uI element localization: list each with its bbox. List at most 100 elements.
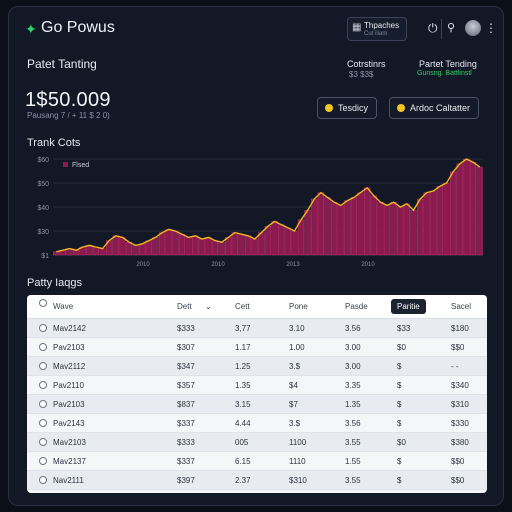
y-tick-label: $50 — [37, 181, 49, 188]
chart-bar — [119, 237, 126, 256]
column-header[interactable]: Wave — [53, 302, 74, 311]
table-cell: Mav2142 — [53, 324, 86, 333]
table-cell: $33 — [397, 324, 411, 333]
table-cell: 3.55 — [345, 476, 361, 485]
action-button[interactable]: Ardoc Caltatter — [389, 97, 480, 119]
table-cell: $0 — [397, 343, 406, 352]
table-row[interactable]: Pav2103 $307 1.17 1.00 3.00 $0 $$0 — [27, 338, 487, 357]
chart-bar — [430, 190, 437, 256]
chart-bar — [218, 241, 225, 256]
row-checkbox[interactable] — [39, 476, 47, 484]
status-dot-icon — [325, 104, 333, 112]
row-checkbox[interactable] — [39, 457, 47, 465]
chart-bar — [370, 195, 377, 256]
chart-bar — [317, 192, 324, 256]
table-cell: $$0 — [451, 476, 465, 485]
chart-bar — [423, 192, 430, 256]
row-checkbox[interactable] — [39, 362, 47, 370]
table-row[interactable]: Pav2103 $837 3.15 $7 1.35 $ $310 — [27, 395, 487, 414]
chart-bar — [264, 225, 272, 256]
column-header[interactable]: Paritie — [391, 299, 426, 314]
logo-icon: ✦ — [25, 21, 37, 37]
data-table: Wave Dett Cett Pone Pasde Paritie Sacel ⌄ Mav21… — [27, 295, 487, 493]
kpi-value-2: Gunsng. Battlinstl — [417, 70, 472, 77]
row-checkbox[interactable] — [39, 324, 47, 332]
more-icon[interactable]: ⋮ — [485, 21, 497, 35]
chart-bar — [271, 221, 278, 256]
chart-bar — [397, 206, 404, 256]
today-button-label: Tesdicy — [338, 103, 369, 113]
chart-bar — [403, 203, 410, 256]
row-checkbox[interactable] — [39, 400, 47, 408]
power-icon[interactable]: ⏻ — [428, 21, 438, 35]
row-checkbox[interactable] — [39, 381, 47, 389]
kpi-value-1: $3 $3$ — [349, 70, 374, 79]
chart-bar — [86, 245, 93, 256]
column-header[interactable]: Pasde — [345, 302, 368, 311]
table-row[interactable]: Nav2111 $397 2.37 $310 3.55 $ $$0 — [27, 471, 487, 490]
table-cell: Pav2103 — [53, 400, 85, 409]
x-tick-label: 2010 — [361, 262, 375, 268]
table-row[interactable]: Mav2103 $333 005 1100 3.55 $0 $380 — [27, 433, 487, 452]
column-header[interactable]: Pone — [289, 302, 308, 311]
y-tick-label: $60 — [37, 157, 49, 164]
chart-bar — [145, 240, 152, 256]
table-cell: 3.15 — [235, 400, 251, 409]
table-cell: $180 — [451, 324, 469, 333]
row-checkbox[interactable] — [39, 419, 47, 427]
table-title: Patty Iaqgs — [27, 277, 83, 289]
kpi-label-1: Cotrstinrs — [347, 59, 386, 69]
table-cell: Pav2103 — [53, 343, 85, 352]
table-cell: $837 — [177, 400, 195, 409]
table-row[interactable]: Mav2142 $333 3,77 3.10 3.56 $33 $180 — [27, 319, 487, 338]
table-header: Wave Dett Cett Pone Pasde Paritie Sacel ⌄ — [27, 295, 487, 319]
header-divider — [441, 19, 442, 39]
header-menu-button[interactable]: ▦ Thpaches Cut iliam — [347, 17, 407, 41]
table-cell: $4 — [289, 381, 298, 390]
chevron-down-icon[interactable]: ⌄ — [205, 302, 212, 311]
select-all-checkbox[interactable] — [39, 299, 47, 307]
table-cell: $7 — [289, 400, 298, 409]
avatar[interactable] — [465, 20, 481, 36]
table-cell: $330 — [451, 419, 469, 428]
table-cell: 3.$ — [289, 419, 301, 428]
column-header[interactable]: Dett — [177, 302, 192, 311]
table-cell: 1.25 — [235, 362, 251, 371]
chart-title: Trank Cots — [27, 137, 81, 149]
table-cell: 3.$ — [289, 362, 301, 371]
chart-bar — [251, 238, 258, 256]
table-cell: 1.00 — [289, 343, 305, 352]
chart-bar — [311, 198, 318, 256]
table-row[interactable]: Mav2112 $347 1.25 3.$ 3.00 $ - - — [27, 357, 487, 376]
total-amount: 1$50.009 — [25, 89, 111, 111]
today-button[interactable]: Tesdicy — [317, 97, 378, 119]
header-button-label: Thpaches — [364, 21, 400, 30]
chart-bar — [364, 187, 371, 256]
chart-bar — [450, 171, 457, 256]
row-checkbox[interactable] — [39, 343, 47, 351]
table-cell: $ — [397, 400, 402, 409]
table-row[interactable]: Mav2137 $337 6.15 1110 1.55 $ $$0 — [27, 452, 487, 471]
table-cell: $310 — [289, 476, 307, 485]
row-checkbox[interactable] — [39, 438, 47, 446]
table-cell: $310 — [451, 400, 469, 409]
table-row[interactable]: Pav2110 $357 1.35 $4 3.35 $ $340 — [27, 376, 487, 395]
table-cell: 3.56 — [345, 324, 361, 333]
x-tick-label: 2013 — [286, 262, 300, 268]
table-cell: $ — [397, 476, 402, 485]
table-cell: Pav2143 — [53, 419, 85, 428]
chart-bar — [330, 202, 338, 256]
table-row[interactable]: Pav2143 $337 4.44 3.$ 3.56 $ $330 — [27, 414, 487, 433]
table-cell: $ — [397, 362, 402, 371]
chart-bar — [99, 248, 106, 256]
column-header[interactable]: Cett — [235, 302, 250, 311]
table-cell: $ — [397, 381, 402, 390]
y-tick-label: $30 — [37, 229, 49, 236]
chart-bar — [231, 232, 238, 256]
table-cell: 6.15 — [235, 457, 251, 466]
column-header[interactable]: Sacel — [451, 302, 472, 311]
chart-bar — [178, 233, 186, 256]
chart-bar — [185, 237, 192, 256]
chart-bar — [278, 224, 285, 256]
search-icon[interactable]: ⚲ — [447, 22, 456, 34]
